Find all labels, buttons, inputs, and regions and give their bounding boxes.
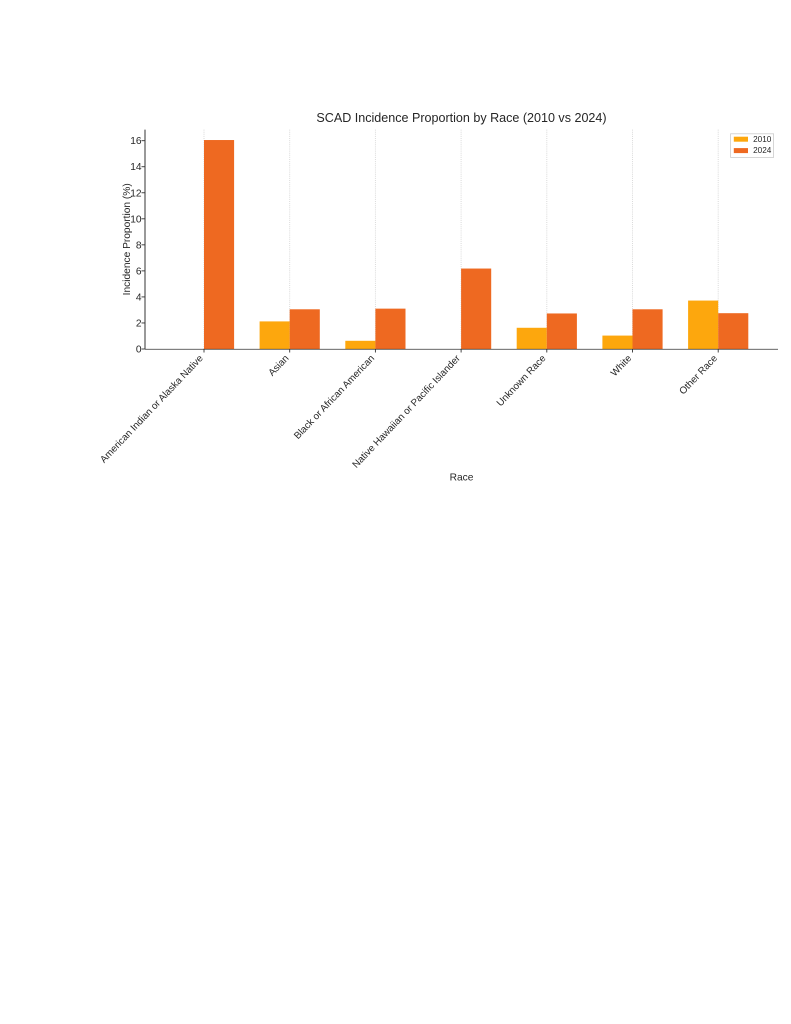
svg-text:SCAD Incidence Proportion by R: SCAD Incidence Proportion by Race (2010 … [316, 111, 606, 125]
svg-text:6: 6 [136, 266, 142, 277]
svg-text:2: 2 [136, 318, 142, 329]
svg-text:16: 16 [130, 136, 142, 147]
svg-text:Incidence Proportion (%): Incidence Proportion (%) [122, 183, 133, 295]
svg-text:Race: Race [450, 473, 474, 484]
svg-text:2010: 2010 [753, 135, 772, 144]
svg-text:12: 12 [130, 188, 142, 199]
svg-text:14: 14 [130, 162, 142, 173]
svg-text:10: 10 [130, 214, 142, 225]
svg-text:0: 0 [136, 345, 142, 356]
svg-text:2024: 2024 [753, 146, 772, 155]
svg-text:8: 8 [136, 240, 142, 251]
svg-text:4: 4 [136, 292, 142, 303]
